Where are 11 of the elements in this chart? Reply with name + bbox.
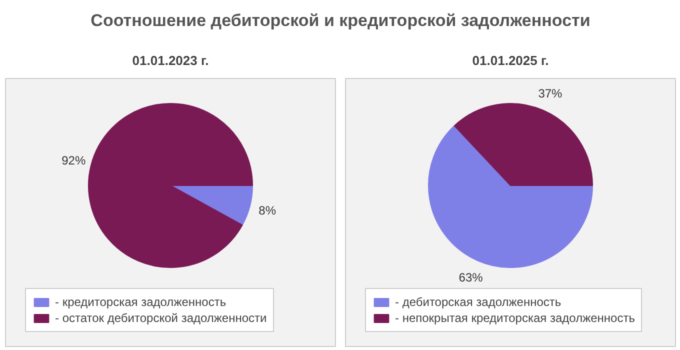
legend-label: - остаток дебиторской задолженности: [55, 311, 267, 325]
legend-label: - дебиторская задолженность: [395, 295, 562, 309]
chart-subtitle: 01.01.2025 г.: [472, 53, 549, 68]
chart-subtitle: 01.01.2023 г.: [132, 53, 209, 68]
data-label: 63%: [458, 270, 484, 284]
data-label: 92%: [62, 154, 86, 168]
data-label: 37%: [538, 86, 563, 101]
data-label: 8%: [258, 203, 276, 218]
legend-label: - непокрытая кредиторская задолженность: [395, 311, 635, 325]
legend-label: - кредиторская задолженность: [55, 295, 226, 309]
text: Соотношение дебиторской и кредиторской задолженности: [90, 11, 590, 30]
